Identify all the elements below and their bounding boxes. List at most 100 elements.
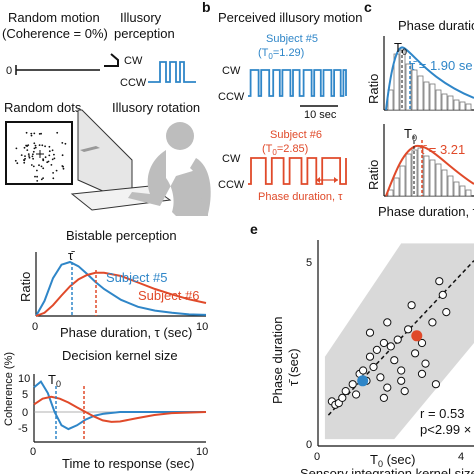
panel-e-xlabel-unit: (sec) [383, 452, 416, 467]
random-dot [30, 164, 33, 166]
random-dot [36, 175, 38, 178]
scatter-point [379, 393, 388, 402]
panel-c-ylabel-bottom: Ratio [366, 160, 381, 190]
histogram-bar [405, 63, 412, 111]
random-dot [34, 144, 37, 147]
scatter-point [359, 366, 368, 375]
panel-e-ytick-5: 5 [306, 257, 312, 269]
subject5-label: Subject #5 [266, 33, 318, 45]
panel-e-ylabel-1: Phase duration [270, 317, 285, 404]
scatter-point [383, 318, 392, 327]
perception-cw-label: CW [124, 55, 143, 67]
panel-c-top-tau-label: τ̄ = 1.90 se [410, 58, 473, 73]
kernel-ytick-5: 5 [22, 389, 28, 401]
panel-e-p-label: p<2.99 × [420, 422, 471, 437]
random-dot [52, 172, 54, 174]
scatter-highlight-point [357, 375, 369, 387]
bistable-xtick-10: 10 [196, 321, 208, 333]
histogram-bar [465, 103, 472, 111]
bistable-xlabel: Phase duration, τ (sec) [60, 325, 192, 340]
random-dot [33, 142, 36, 145]
panel-c-bottom-t0-sub: 0 [412, 133, 417, 143]
bistable-perception-panel: Bistable perception Ratio 0 10 τ̄ Subjec… [18, 228, 208, 340]
histogram-bar [459, 185, 466, 197]
panel-c-top-t0-t: T [394, 40, 402, 55]
scatter-point [369, 362, 378, 372]
scatter-point [390, 356, 399, 365]
random-dot [34, 175, 36, 178]
random-dot [23, 159, 26, 162]
scatter-point [431, 380, 440, 389]
random-dot [46, 161, 49, 164]
random-dot [48, 145, 51, 148]
axis-zero-label: 0 [6, 65, 12, 77]
scatter-point [393, 335, 402, 344]
panel-c-ylabel-top: Ratio [366, 74, 381, 104]
random-dot [25, 144, 27, 147]
panel-c-letter: c [364, 0, 372, 15]
subject6-label: Subject #6 [270, 129, 322, 141]
random-dot [52, 177, 55, 180]
kernel-ytick-0: 0 [22, 407, 28, 419]
random-motion-label: Random motion [8, 10, 100, 25]
random-dot [27, 144, 30, 147]
random-dot [28, 156, 31, 159]
panel-e-xlabel-t: T [370, 452, 378, 467]
scatter-point [379, 338, 388, 348]
scatter-point [348, 380, 357, 389]
decision-kernel-panel: Decision kernel size Coherence (%) 10 5 … [3, 348, 208, 471]
random-dot [33, 147, 36, 150]
scatter-point [421, 359, 430, 368]
histogram-bar [465, 189, 472, 197]
illusory-perception-label-2: perception [114, 26, 175, 41]
histogram-bar [429, 83, 436, 111]
random-dot [25, 131, 28, 134]
panel-b-title: Perceived illusory motion [218, 10, 363, 25]
kernel-subject6-curve [33, 395, 207, 423]
subject5-t0-value: =1.29) [273, 47, 305, 59]
scatter-point [442, 308, 451, 317]
histogram-bar [453, 99, 460, 111]
random-dot [62, 165, 64, 168]
panel-b-letter: b [202, 0, 211, 15]
kernel-xtick-0: 0 [30, 446, 36, 458]
scatter-point [352, 390, 361, 399]
person-silhouette-icon [128, 122, 211, 216]
panel-e-xtick-4: 4 [458, 451, 464, 463]
histogram-bar [399, 165, 406, 197]
histogram-bar [423, 155, 430, 197]
subject6-t0-t: (T [262, 143, 273, 155]
subject5-waveform [248, 69, 347, 97]
scatter-highlight-point [411, 330, 423, 342]
kernel-ytick-10: 10 [18, 373, 30, 385]
random-dot [33, 132, 36, 135]
bistable-xtick-0: 0 [32, 321, 38, 333]
panel-c: c Phase duratio Ratio Ratio T0 τ̄ = 1.90… [364, 0, 474, 219]
random-dot [40, 132, 42, 135]
random-dot [15, 147, 18, 150]
random-dot [26, 149, 29, 152]
random-dot [42, 158, 44, 161]
random-dot [61, 154, 64, 157]
random-dot [55, 169, 58, 172]
scatter-point [400, 387, 409, 396]
kernel-t0-t: T [48, 372, 56, 387]
random-dot [53, 157, 56, 160]
scatter-point [428, 318, 437, 327]
panel-e-xlabel: T0 (sec) [370, 452, 415, 469]
bistable-title: Bistable perception [66, 228, 177, 243]
histogram-bar [411, 69, 418, 111]
histogram-bar [423, 81, 430, 111]
panel-c-top-fit-curve [385, 46, 474, 111]
subject6-cw-label: CW [222, 153, 241, 165]
scatter-point [341, 387, 350, 396]
kernel-xlabel: Time to response (sec) [62, 456, 194, 471]
bistable-subject6-label: Subject #6 [138, 288, 199, 303]
person-body [128, 150, 208, 216]
illusory-perception-label-1: Illusory [120, 10, 162, 25]
histogram-bar [447, 95, 454, 111]
panel-e-bottom-label: Sensory integration kernel size [300, 466, 474, 474]
person-back [190, 158, 211, 214]
random-dot [40, 165, 43, 168]
random-dot [41, 144, 44, 147]
